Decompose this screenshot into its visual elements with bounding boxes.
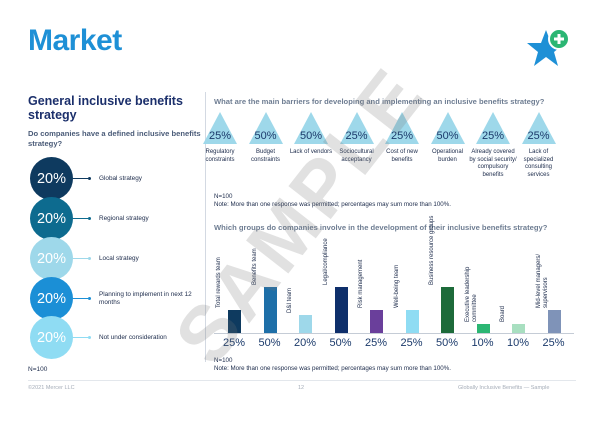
sample-size: N=100 <box>28 366 48 373</box>
connector-line <box>73 218 88 219</box>
section-heading: General inclusive benefits strategy <box>28 94 183 122</box>
barrier-value: 25% <box>481 130 505 142</box>
group-value: 20% <box>293 337 317 349</box>
barrier-label: Sociocultural acceptancy <box>339 149 374 163</box>
barrier-value: 25% <box>390 130 414 142</box>
group-label: D&I team <box>287 287 293 313</box>
barrier-value: 50% <box>436 130 459 142</box>
group-value: 10% <box>506 337 530 349</box>
group-label: Board <box>500 305 506 322</box>
footer-source: Globally Inclusive Benefits — Sample <box>458 385 550 391</box>
barrier-label: Lack of specialized consulting services <box>523 149 554 178</box>
group-label: Benefits team <box>251 248 258 285</box>
group-label: Business resource groups <box>429 215 435 285</box>
barriers-sample-size: N=100 <box>214 193 233 200</box>
connector-dot <box>88 217 91 220</box>
barrier-triangle: 25% <box>384 111 420 145</box>
strategy-label: Not under consideration <box>99 334 167 341</box>
barrier-triangle: 25% <box>339 111 375 145</box>
groups-note: Note: More than one response was permitt… <box>214 365 451 372</box>
group-bar <box>547 310 561 333</box>
barrier-triangle: 25% <box>521 111 557 145</box>
strategy-label: Planning to implement in next 12 months <box>99 291 192 306</box>
group-bar <box>476 324 490 333</box>
barrier-triangle: 50% <box>248 111 284 145</box>
groups-question: Which groups do companies involve in the… <box>214 223 548 232</box>
group-value: 10% <box>471 337 494 349</box>
group-value: 25% <box>364 337 388 349</box>
barrier-triangle: 25% <box>202 111 238 145</box>
groups-sample-size: N=100 <box>214 357 233 364</box>
barrier-label: Cost of new benefits <box>386 149 418 163</box>
barrier-value: 50% <box>299 130 323 142</box>
page-title: Market <box>28 24 122 57</box>
barrier-value: 50% <box>254 130 277 142</box>
column-divider <box>205 92 206 362</box>
barrier-label: Operational burden <box>431 149 464 163</box>
chart-baseline <box>214 333 574 334</box>
footer-copyright: ©2021 Mercer LLC <box>28 385 75 391</box>
connector-dot <box>88 257 91 260</box>
connector-dot <box>88 177 91 180</box>
star-plus-logo-icon <box>526 24 576 74</box>
barrier-label: Lack of vendors <box>289 149 333 155</box>
connector-line <box>73 337 88 338</box>
group-bar <box>441 287 454 333</box>
barrier-value: 25% <box>527 130 550 142</box>
group-label: Risk management <box>358 259 364 308</box>
group-value: 50% <box>435 337 459 349</box>
barrier-label: Regulatory constraints <box>205 149 235 163</box>
strategy-question: Do companies have a defined inclusive be… <box>28 129 201 148</box>
strategy-label: Regional strategy <box>99 215 149 222</box>
barriers-question: What are the main barriers for developin… <box>214 97 545 106</box>
strategy-circle: 20% <box>30 197 73 240</box>
strategy-circle: 20% <box>30 277 73 320</box>
strategy-label: Global strategy <box>99 175 142 182</box>
connector-line <box>73 178 88 179</box>
footer-divider <box>28 380 576 381</box>
group-label: Well-being team <box>393 264 400 308</box>
strategy-label: Local strategy <box>99 255 139 262</box>
group-label: Mid-level managers/ supervisors <box>535 253 549 308</box>
strategy-circle: 20% <box>30 316 73 359</box>
barriers-note: Note: More than one response was permitt… <box>214 201 451 208</box>
group-bar <box>228 310 241 333</box>
group-bar <box>512 324 525 333</box>
group-label: Executive leadership committee <box>464 266 478 322</box>
barrier-triangle: 50% <box>293 111 329 145</box>
connector-dot <box>88 297 91 300</box>
strategy-circle: 20% <box>30 237 73 280</box>
group-label: Total rewards team <box>216 257 222 308</box>
barrier-label: Budget constraints <box>250 149 280 163</box>
footer-page-number: 12 <box>298 385 305 391</box>
group-bar <box>299 315 312 333</box>
group-label: Legal/compliance <box>322 238 329 285</box>
barrier-triangle: 25% <box>475 111 511 145</box>
group-bar <box>370 310 383 333</box>
strategy-circle: 20% <box>30 157 73 200</box>
group-value: 50% <box>258 337 281 349</box>
group-bar <box>263 287 277 333</box>
connector-line <box>73 298 88 299</box>
barrier-value: 25% <box>208 130 232 142</box>
barrier-value: 25% <box>345 130 368 142</box>
connector-dot <box>88 336 91 339</box>
barrier-label: Already covered by social security/ comp… <box>469 149 517 178</box>
group-value: 50% <box>329 337 352 349</box>
connector-line <box>73 258 88 259</box>
group-value: 25% <box>542 337 565 349</box>
group-bar <box>334 287 348 333</box>
barrier-triangle: 50% <box>430 111 466 145</box>
group-value: 25% <box>222 337 246 349</box>
group-bar <box>405 310 419 333</box>
group-value: 25% <box>400 337 423 349</box>
